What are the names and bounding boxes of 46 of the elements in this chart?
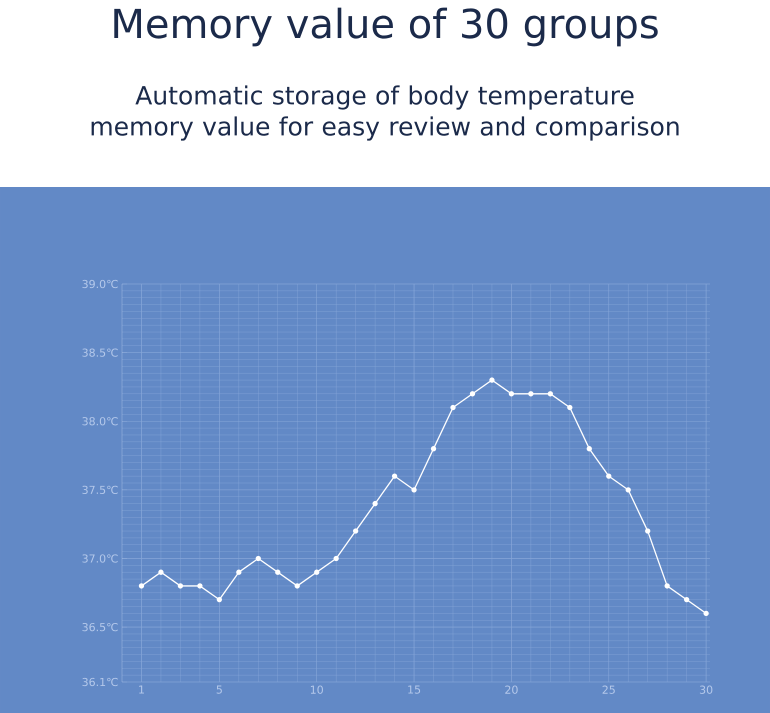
y-tick-label: 38.5℃ (82, 348, 118, 357)
point (138, 583, 144, 589)
point (684, 597, 690, 602)
y-tick-label: 38.0℃ (82, 417, 118, 426)
point (645, 528, 650, 534)
x-tick-label: 1 (139, 686, 144, 694)
point (216, 597, 222, 602)
point (178, 583, 184, 589)
y-tick-label: 39.0℃ (82, 280, 118, 288)
point (314, 570, 320, 575)
x-tick-label: 10 (310, 686, 323, 694)
chart-title: Memory value of 30 groups (114, 8, 658, 46)
point (372, 500, 378, 506)
x-tick-label: 30 (700, 686, 712, 694)
point (567, 404, 572, 410)
point (236, 570, 242, 575)
point (352, 528, 358, 534)
point (548, 391, 554, 396)
point (508, 391, 514, 396)
point (275, 570, 280, 575)
point (334, 556, 339, 562)
point (703, 610, 709, 616)
y-tick-label: 36.1℃ (82, 678, 118, 686)
point (528, 391, 534, 396)
chart-subtitle: Automatic storage of body temperature memory value for easy review and comparison (92, 85, 679, 141)
point (489, 377, 495, 383)
x-tick-label: 5 (216, 686, 222, 694)
x-tick-label: 20 (505, 686, 518, 694)
y-tick-label: 37.0℃ (82, 554, 118, 563)
point (586, 446, 592, 452)
point (411, 487, 417, 493)
point (197, 583, 203, 589)
x-tick-label: 25 (602, 686, 615, 694)
point (664, 583, 670, 589)
point (158, 570, 164, 575)
x-tick-label: 15 (408, 686, 420, 694)
point (450, 404, 456, 410)
point (256, 556, 261, 562)
point (392, 473, 398, 479)
point (606, 473, 612, 479)
y-tick-label: 36.5℃ (82, 622, 118, 632)
point (626, 487, 631, 493)
point (294, 583, 300, 589)
y-tick-label: 37.5℃ (82, 486, 118, 494)
point (470, 391, 476, 396)
point (430, 446, 436, 452)
